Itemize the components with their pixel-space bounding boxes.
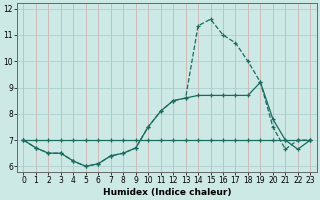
X-axis label: Humidex (Indice chaleur): Humidex (Indice chaleur) [103, 188, 231, 197]
